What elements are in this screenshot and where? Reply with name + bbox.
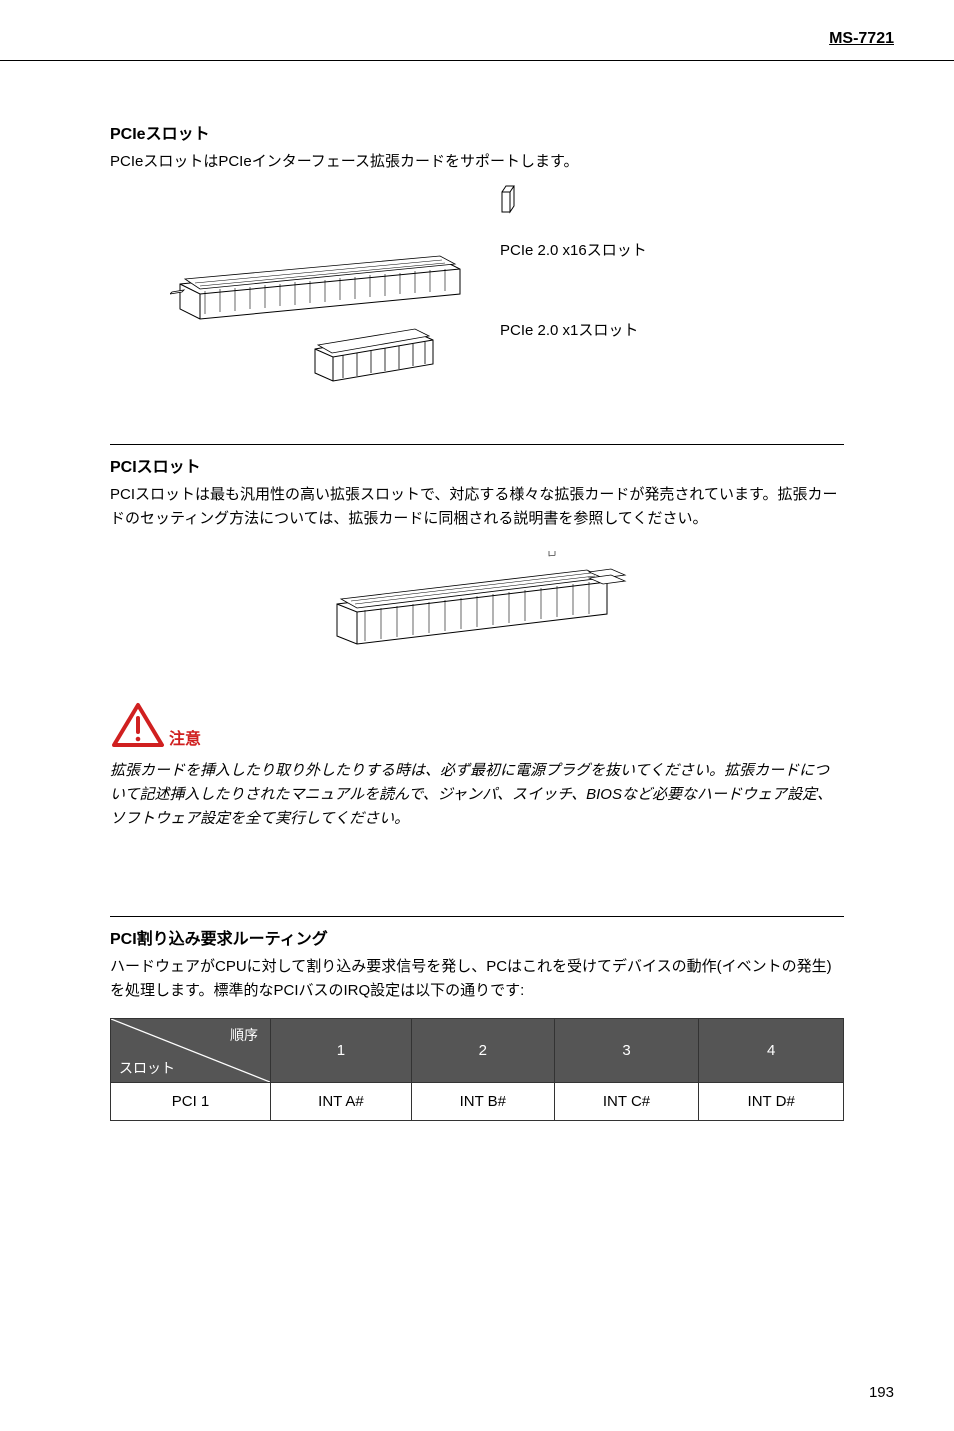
pcie-description: PCIeスロットはPCIeインターフェース拡張カードをサポートします。 [110, 150, 844, 174]
pcie-x1-slot-illustration [310, 314, 450, 384]
slot-name-cell: PCI 1 [111, 1083, 271, 1121]
warning-text: 拡張カードを挿入したり取り外したりする時は、必ず最初に電源プラグを抜いてください… [110, 759, 844, 831]
slot-tab-illustration [500, 184, 520, 214]
warning-icon [110, 701, 166, 749]
irq-header-row: 順序 スロット 1 2 3 4 [111, 1019, 844, 1083]
pci-slot-diagram [110, 541, 844, 661]
irq-description: ハードウェアがCPUに対して割り込み要求信号を発し、PCはこれを受けてデバイスの… [110, 955, 844, 1003]
pci-slot-illustration [327, 551, 627, 651]
table-row: PCI 1 INT A# INT B# INT C# INT D# [111, 1083, 844, 1121]
pci-description: PCIスロットは最も汎用性の高い拡張スロットで、対応する様々な拡張カードが発売さ… [110, 483, 844, 531]
model-number: MS-7721 [829, 30, 894, 48]
warning-label: 注意 [169, 725, 201, 749]
page-number: 193 [869, 1384, 894, 1401]
diag-bottom-label: スロット [119, 1058, 175, 1078]
diagonal-header-cell: 順序 スロット [111, 1019, 271, 1083]
page-content: PCIeスロット PCIeスロットはPCIeインターフェース拡張カードをサポート… [0, 0, 954, 1171]
pcie-x1-label: PCIe 2.0 x1スロット [500, 319, 638, 340]
pcie-x16-slot-illustration [170, 234, 470, 324]
pcie-diagram: PCIe 2.0 x16スロット PCIe 2.0 x1スロット [110, 184, 844, 404]
irq-cell: INT B# [411, 1083, 554, 1121]
section-divider-2 [110, 916, 844, 917]
pcie-heading: PCIeスロット [110, 120, 844, 144]
irq-cell: INT D# [699, 1083, 844, 1121]
irq-heading: PCI割り込み要求ルーティング [110, 925, 844, 949]
irq-col-4: 4 [699, 1019, 844, 1083]
warning-row: 注意 [110, 701, 844, 749]
section-divider [110, 444, 844, 445]
irq-col-1: 1 [271, 1019, 412, 1083]
irq-cell: INT A# [271, 1083, 412, 1121]
irq-col-2: 2 [411, 1019, 554, 1083]
irq-table: 順序 スロット 1 2 3 4 PCI 1 INT A# INT B# INT … [110, 1018, 844, 1121]
pcie-x16-label: PCIe 2.0 x16スロット [500, 239, 647, 260]
irq-col-3: 3 [554, 1019, 699, 1083]
header-divider [0, 60, 954, 61]
diag-top-label: 順序 [230, 1025, 258, 1045]
irq-cell: INT C# [554, 1083, 699, 1121]
pci-heading: PCIスロット [110, 453, 844, 477]
